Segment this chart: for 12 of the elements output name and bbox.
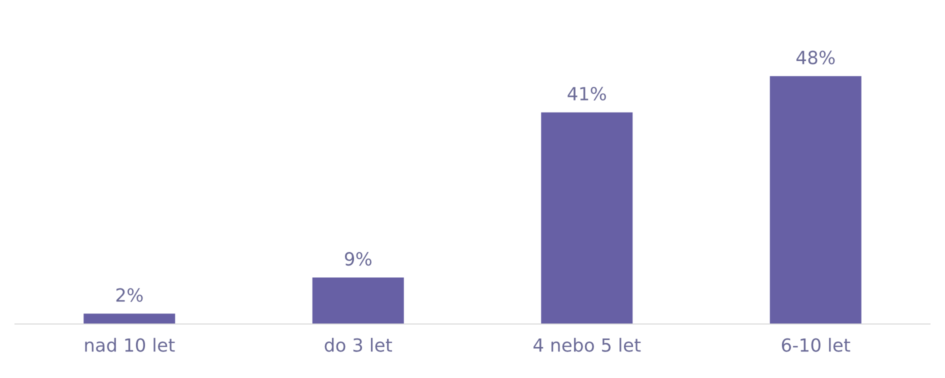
x-tick-label: nad 10 let — [85, 338, 175, 352]
x-tick-label: 4 nebo 5 let — [534, 338, 641, 352]
x-tick-label: do 3 let — [324, 338, 392, 352]
x-tick-label: 6-10 let — [782, 338, 850, 352]
data-label: 41% — [568, 86, 606, 100]
data-label: 9% — [344, 252, 372, 266]
bar — [541, 112, 633, 324]
data-label: 2% — [116, 288, 143, 302]
bar — [84, 314, 176, 324]
bar — [312, 278, 404, 324]
bar — [770, 76, 862, 324]
data-label: 48% — [796, 50, 835, 64]
